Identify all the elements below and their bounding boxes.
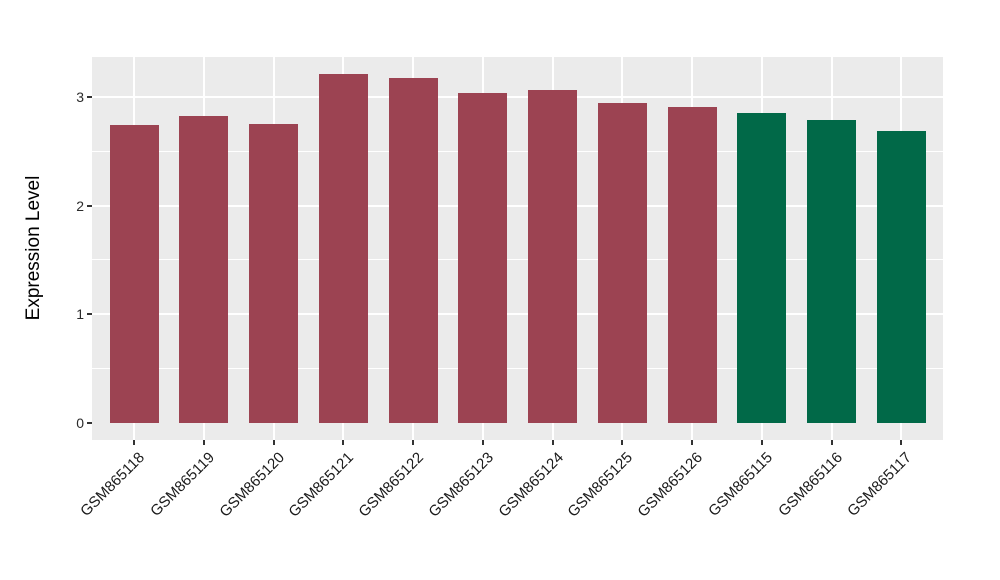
gridline-horizontal-minor xyxy=(92,150,943,152)
x-tick-mark xyxy=(551,440,554,445)
y-axis-title-text: Expression Level xyxy=(23,175,44,321)
y-tick-mark xyxy=(87,313,92,316)
bar-GSM865119 xyxy=(179,116,229,423)
y-tick-label: 3 xyxy=(76,88,84,105)
x-tick-label: GSM865118 xyxy=(77,449,149,520)
bar-GSM865124 xyxy=(528,90,578,423)
y-tick-mark xyxy=(87,95,92,98)
x-tick-mark xyxy=(272,440,275,445)
bar-GSM865115 xyxy=(737,113,787,423)
y-tick-label: 0 xyxy=(76,415,84,431)
x-tick-mark xyxy=(621,440,624,445)
x-tick-mark xyxy=(342,440,345,445)
y-tick-mark xyxy=(87,422,92,424)
y-tick-label: 2 xyxy=(76,197,84,214)
bar-GSM865121 xyxy=(318,74,368,423)
bar-GSM865126 xyxy=(667,106,717,423)
bar-GSM865123 xyxy=(458,92,508,423)
x-tick-mark xyxy=(760,440,763,445)
x-tick-mark xyxy=(412,440,415,445)
bar-GSM865116 xyxy=(807,119,857,423)
bar-GSM865125 xyxy=(597,103,647,423)
bar-GSM865117 xyxy=(876,130,926,423)
gridline-horizontal-major xyxy=(92,313,943,316)
y-tick-mark xyxy=(87,204,92,207)
gridline-horizontal-major xyxy=(92,95,943,98)
gridline-horizontal-minor xyxy=(92,368,943,370)
gridline-horizontal-major xyxy=(92,204,943,207)
x-tick-mark xyxy=(481,440,484,445)
y-tick-label: 1 xyxy=(76,306,84,323)
x-tick-mark xyxy=(202,440,205,445)
bar-GSM865120 xyxy=(249,124,299,423)
x-tick-mark xyxy=(830,440,833,445)
x-tick-mark xyxy=(691,440,694,445)
bar-GSM865122 xyxy=(388,78,438,423)
gridline-horizontal-minor xyxy=(92,259,943,261)
bar-GSM865118 xyxy=(109,125,159,423)
x-tick-mark xyxy=(133,440,136,445)
plot-panel xyxy=(92,57,943,440)
x-tick-mark xyxy=(900,440,903,445)
